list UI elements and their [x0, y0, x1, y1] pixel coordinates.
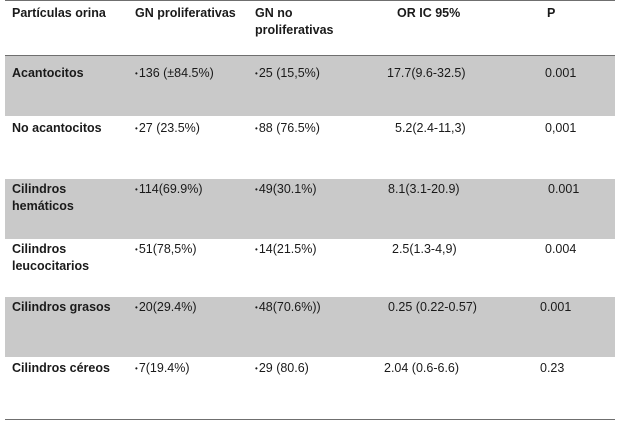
cell-gn-prolif: 27 (23.5%) — [135, 120, 200, 138]
row-label: Cilindros hemáticos — [12, 182, 74, 213]
cell-gn-no-prolif: 29 (80.6) — [255, 360, 309, 378]
cell-or-ic: 17.7(9.6-32.5) — [387, 66, 466, 80]
table-bottom-rule — [5, 419, 615, 420]
table-header-rule — [5, 55, 615, 56]
cell-p: 0.001 — [540, 300, 572, 314]
row-label: Cilindros grasos — [12, 300, 111, 314]
table-header: Partículas orina GN proliferativas GN no… — [0, 1, 617, 55]
cell-or-ic: 2.04 (0.6-6.6) — [384, 361, 460, 375]
cell-gn-no-prolif: 88 (76.5%) — [255, 120, 320, 138]
cell-gn-no-prolif: 25 (15,5%) — [255, 65, 320, 83]
cell-p: 0.23 — [540, 361, 565, 375]
header-gn-no-proliferativas: GN no proliferativas — [255, 6, 334, 37]
cell-gn-prolif: 7(19.4%) — [135, 360, 190, 378]
header-or-ic: OR IC 95% — [397, 6, 461, 20]
cell-gn-no-prolif: 49(30.1%) — [255, 181, 317, 199]
cell-or-ic: 2.5(1.3-4,9) — [392, 242, 457, 256]
cell-p: 0.001 — [545, 66, 577, 80]
table-row: Cilindros céreos 7(19.4%) 29 (80.6) 2.04… — [5, 357, 615, 417]
cell-p: 0,001 — [545, 121, 577, 135]
row-label: Cilindros céreos — [12, 361, 110, 375]
table-row: Cilindros leucocitarios 51(78,5%) 14(21.… — [5, 239, 615, 299]
cell-p: 0.004 — [545, 242, 577, 256]
header-gn-proliferativas: GN proliferativas — [135, 6, 236, 20]
cell-gn-no-prolif: 48(70.6%)) — [255, 299, 321, 317]
cell-p: 0.001 — [548, 182, 580, 196]
table-row: Cilindros grasos 20(29.4%) 48(70.6%)) 0.… — [5, 297, 615, 357]
cell-gn-prolif: 136 (±84.5%) — [135, 65, 214, 83]
header-particulas: Partículas orina — [12, 6, 106, 20]
row-label: Cilindros leucocitarios — [12, 242, 90, 273]
header-p: P — [547, 6, 556, 20]
row-label: No acantocitos — [12, 121, 102, 135]
cell-or-ic: 5.2(2.4-11,3) — [395, 121, 466, 135]
table-row: Cilindros hemáticos 114(69.9%) 49(30.1%)… — [5, 179, 615, 239]
cell-or-ic: 0.25 (0.22-0.57) — [388, 300, 477, 314]
cell-gn-prolif: 114(69.9%) — [135, 181, 203, 199]
cell-gn-prolif: 20(29.4%) — [135, 299, 197, 317]
cell-or-ic: 8.1(3.1-20.9) — [388, 182, 460, 196]
table-top-rule — [5, 0, 615, 1]
table-row: No acantocitos 27 (23.5%) 88 (76.5%) 5.2… — [5, 116, 615, 176]
row-label: Acantocitos — [12, 66, 84, 80]
cell-gn-no-prolif: 14(21.5%) — [255, 241, 317, 259]
cell-gn-prolif: 51(78,5%) — [135, 241, 197, 259]
table-row: Acantocitos 136 (±84.5%) 25 (15,5%) 17.7… — [5, 56, 615, 116]
